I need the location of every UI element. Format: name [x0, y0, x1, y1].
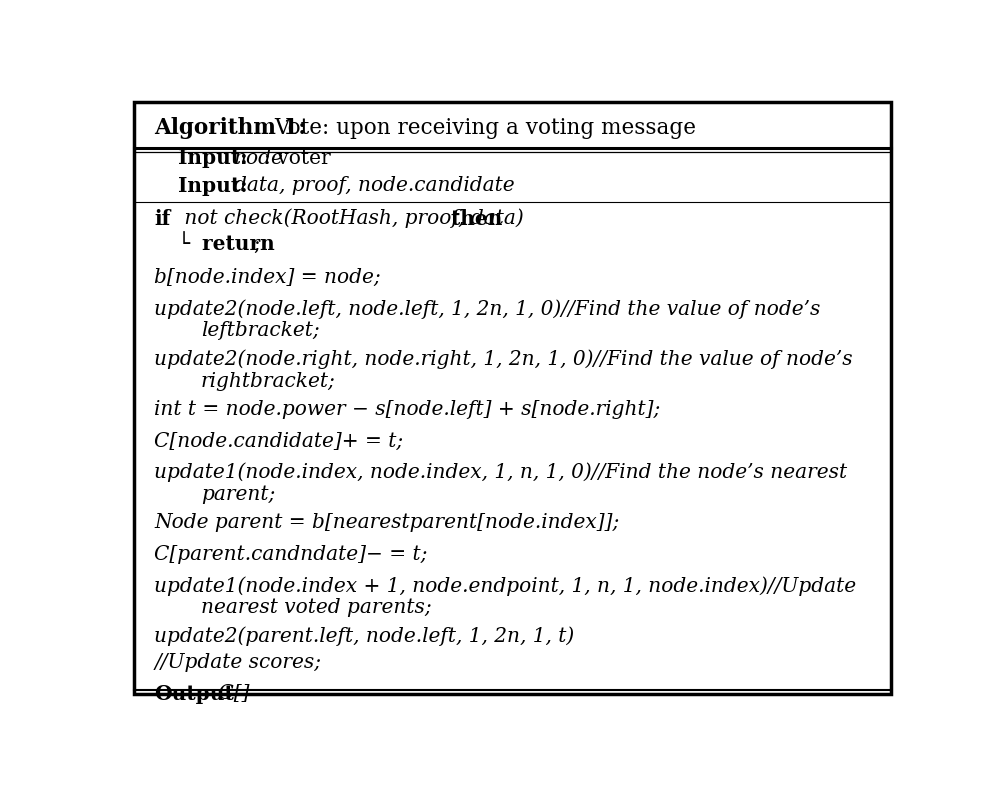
Text: nearest voted parents;: nearest voted parents; [201, 598, 432, 617]
Text: leftbracket;: leftbracket; [201, 322, 320, 340]
Text: C[]: C[] [212, 684, 249, 703]
Text: node: node [234, 149, 283, 168]
Text: int t = node.power − s[node.left] + s[node.right];: int t = node.power − s[node.left] + s[no… [154, 400, 661, 419]
Text: C[node.candidate]+ = t;: C[node.candidate]+ = t; [154, 432, 404, 451]
Text: rightbracket;: rightbracket; [201, 372, 336, 391]
Text: └: └ [178, 235, 190, 254]
Text: update2(node.left, node.left, 1, 2n, 1, 0)//Find the value of node’s: update2(node.left, node.left, 1, 2n, 1, … [154, 299, 821, 319]
Text: update1(node.index + 1, node.endpoint, 1, n, 1, node.index)//Update: update1(node.index + 1, node.endpoint, 1… [154, 576, 857, 596]
Text: then: then [444, 209, 503, 229]
Text: Vote: upon receiving a voting message: Vote: upon receiving a voting message [275, 117, 697, 139]
Text: //Update scores;: //Update scores; [154, 652, 321, 671]
Text: b[node.index] = node;: b[node.index] = node; [154, 268, 381, 287]
Text: update1(node.index, node.index, 1, n, 1, 0)//Find the node’s nearest: update1(node.index, node.index, 1, n, 1,… [154, 463, 848, 482]
Text: update2(node.right, node.right, 1, 2n, 1, 0)//Find the value of node’s: update2(node.right, node.right, 1, 2n, 1… [154, 350, 853, 369]
FancyBboxPatch shape [134, 102, 891, 694]
Text: if: if [154, 209, 171, 229]
Text: Input:: Input: [178, 176, 247, 195]
Text: data, proof, node.candidate: data, proof, node.candidate [234, 177, 514, 195]
Text: parent;: parent; [201, 485, 275, 504]
Text: not check(RootHash, proof, data): not check(RootHash, proof, data) [178, 209, 523, 229]
Text: Output: Output [154, 684, 234, 704]
Text: : voter: : voter [264, 149, 330, 168]
Text: C[parent.candndate]− = t;: C[parent.candndate]− = t; [154, 545, 428, 564]
Text: Input:: Input: [178, 148, 247, 169]
Text: Node parent = b[nearestparent[node.index]];: Node parent = b[nearestparent[node.index… [154, 514, 620, 533]
Text: update2(parent.left, node.left, 1, 2n, 1, t): update2(parent.left, node.left, 1, 2n, 1… [154, 626, 575, 646]
Text: Algorithm 1:: Algorithm 1: [154, 117, 307, 139]
Text: return: return [195, 234, 274, 255]
Text: ;: ; [253, 235, 260, 254]
